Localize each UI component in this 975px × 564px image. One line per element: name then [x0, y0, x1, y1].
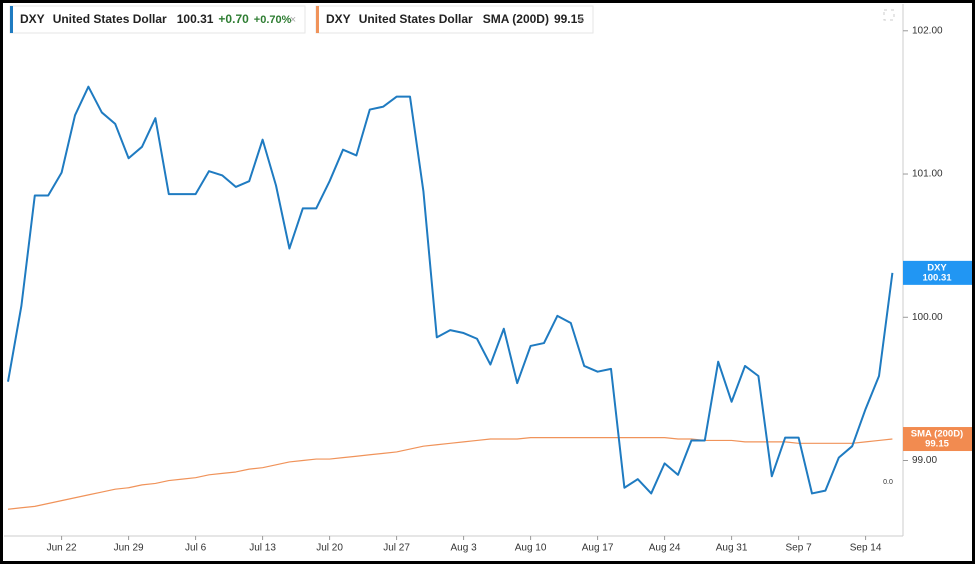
x-tick-label: Aug 3 — [451, 543, 478, 554]
series-line — [7, 436, 893, 510]
x-tick-label: Jun 29 — [114, 543, 144, 554]
legend-study: SMA (200D) — [483, 12, 549, 26]
expand-icon[interactable] — [883, 9, 895, 21]
legend-close[interactable]: × — [578, 14, 584, 26]
legend-name: United States Dollar — [53, 12, 167, 26]
legend-change: +0.70 — [218, 12, 249, 26]
legend-last: 100.31 — [177, 12, 214, 26]
x-tick-label: Jul 20 — [316, 543, 343, 554]
legend-box — [9, 5, 306, 34]
legend-symbol: DXY — [326, 12, 351, 26]
y-tick-label: 101.00 — [912, 169, 943, 180]
legend-change-pct: +0.70% — [254, 14, 292, 26]
expand-icon-shape[interactable] — [883, 9, 895, 21]
series-line — [7, 85, 894, 495]
x-tick-label: Jun 22 — [47, 543, 77, 554]
price-tag-box — [903, 260, 972, 285]
x-tick-label: Sep 14 — [850, 543, 882, 554]
price-tag-name: DXY — [927, 262, 947, 273]
legend-swatch — [316, 6, 319, 33]
price-tag-name: SMA (200D) — [911, 429, 963, 440]
x-tick-label: Aug 24 — [649, 543, 681, 554]
x-tick-label: Aug 31 — [716, 543, 748, 554]
x-tick-label: Aug 10 — [515, 543, 547, 554]
price-tag-box — [903, 427, 972, 452]
x-tick-label: Aug 17 — [582, 543, 614, 554]
y-tick-label: 99.00 — [912, 455, 937, 466]
legend-item: DXY United States Dollar 100.31 +0.70 +0.70%… — [9, 5, 306, 34]
legend-symbol: DXY — [20, 12, 45, 26]
annotation: 0.0 — [883, 479, 893, 486]
x-tick-label: Jul 13 — [249, 543, 276, 554]
legend-last: 99.15 — [554, 12, 584, 26]
price-tag-value: 99.15 — [925, 439, 949, 450]
y-tick-label: 102.00 — [912, 25, 943, 36]
legend-box — [315, 5, 594, 34]
legend-name: United States Dollar — [359, 12, 473, 26]
x-tick-label: Jul 27 — [383, 543, 410, 554]
legend-item: DXY United States Dollar SMA (200D) 99.15× — [315, 5, 594, 34]
legend-swatch — [10, 6, 13, 33]
price-tag-value: 100.31 — [922, 272, 952, 283]
x-tick-label: Jul 6 — [185, 543, 207, 554]
legend-close[interactable]: × — [290, 14, 296, 26]
x-tick-label: Sep 7 — [786, 543, 813, 554]
price-tag: SMA (200D)99.15 — [903, 427, 972, 452]
y-tick-label: 100.00 — [912, 312, 943, 323]
